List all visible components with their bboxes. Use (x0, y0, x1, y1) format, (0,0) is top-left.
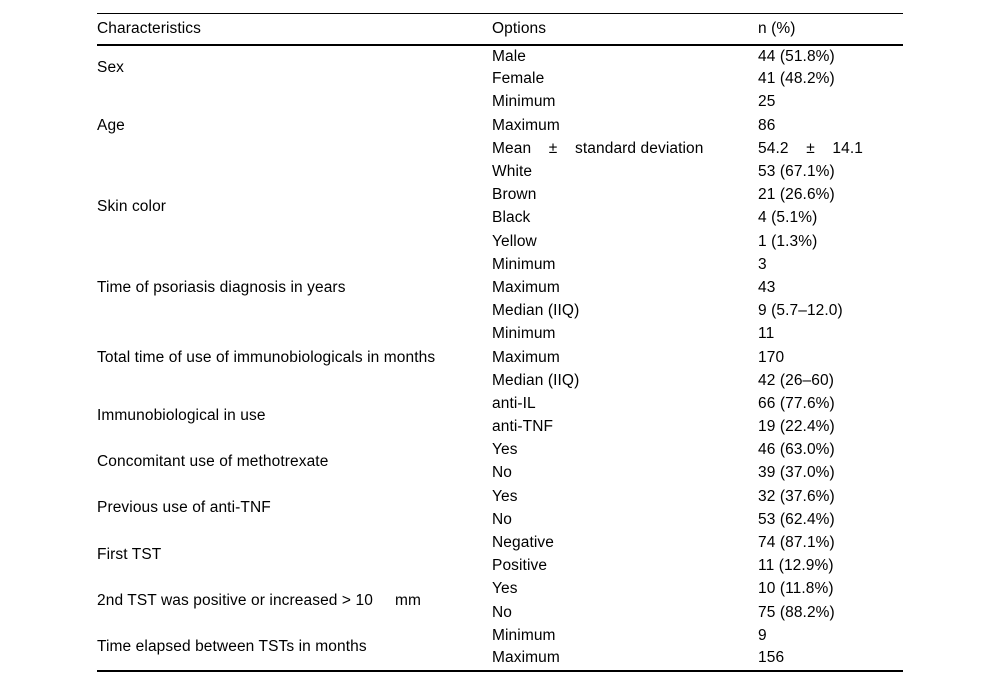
characteristic-cell: Previous use of anti-TNF (97, 499, 271, 517)
value-cell: 3 (758, 255, 767, 273)
table-row: Female 41 (48.2%) (97, 68, 903, 91)
value-cell: 21 (26.6%) (758, 186, 835, 204)
value-cell: 9 (758, 626, 767, 644)
option-cell: Yes (492, 580, 518, 598)
col-header-options: Options (492, 13, 758, 46)
table-row: Median (IIQ) 42 (26–60) (97, 369, 903, 392)
characteristic-cell: Time of psoriasis diagnosis in years (97, 278, 346, 296)
value-cell: 4 (5.1%) (758, 209, 818, 227)
option-cell: White (492, 163, 533, 181)
option-cell: Median (IIQ) (492, 302, 580, 320)
table-row: Maximum 86 (97, 114, 903, 137)
table-row: No 75 (88.2%) (97, 601, 903, 624)
table-row: Median (IIQ) 9 (5.7–12.0) (97, 300, 903, 323)
header-row: Characteristics Options n (%) (97, 13, 903, 46)
table-row: First TST Negative 74 (87.1%) (97, 531, 903, 563)
option-cell: Brown (492, 186, 537, 204)
table-body: Sex Male 44 (51.8%) Female 41 (48.2%) Age Mini… (97, 45, 903, 671)
value-cell: 86 (758, 116, 776, 134)
table-row: anti-TNF 19 (22.4%) (97, 416, 903, 439)
table-row: Yellow 1 (1.3%) (97, 230, 903, 253)
characteristic-cell: Sex (97, 59, 125, 77)
value-cell: 19 (22.4%) (758, 418, 835, 436)
value-cell: 11 (758, 325, 775, 343)
characteristic-cell: Age (97, 116, 125, 134)
value-cell: 53 (62.4%) (758, 510, 835, 528)
option-cell: Female (492, 70, 545, 88)
option-cell: Minimum (492, 93, 556, 111)
option-cell: Maximum (492, 278, 560, 296)
table-row: Black 4 (5.1%) (97, 207, 903, 230)
table-row: Sex Male 44 (51.8%) (97, 45, 903, 77)
value-cell: 41 (48.2%) (758, 70, 835, 88)
table-row: No 39 (37.0%) (97, 462, 903, 485)
value-cell: 9 (5.7–12.0) (758, 302, 843, 320)
option-cell: Yellow (492, 232, 537, 250)
table-row: Positive 11 (12.9%) (97, 555, 903, 578)
table-row: Concomitant use of methotrexate Yes 46 (63… (97, 439, 903, 470)
option-cell: Minimum (492, 325, 556, 343)
table-row: Maximum 170 (97, 346, 903, 369)
value-cell: 10 (11.8%) (758, 580, 834, 598)
option-cell: anti-TNF (492, 418, 554, 436)
value-cell: 11 (12.9%) (758, 557, 834, 575)
option-cell: Maximum (492, 348, 560, 366)
characteristic-cell: First TST (97, 545, 162, 563)
option-cell: Minimum (492, 626, 556, 644)
value-cell: 156 (758, 649, 785, 667)
option-cell: Black (492, 209, 531, 227)
table-row: Maximum 156 (97, 647, 903, 670)
value-cell: 32 (37.6%) (758, 487, 835, 505)
characteristic-cell: Total time of use of immunobiologicals i… (97, 348, 436, 366)
table-row: Time elapsed between TSTs in months Minim… (97, 624, 903, 655)
value-cell: 75 (88.2%) (758, 603, 835, 621)
table-row: Total time of use of immunobiologicals i… (97, 323, 903, 365)
option-cell: Minimum (492, 255, 556, 273)
value-cell: 74 (87.1%) (758, 534, 835, 552)
option-cell: Median (IIQ) (492, 371, 580, 389)
value-cell: 1 (1.3%) (758, 232, 818, 250)
table-row: Time of psoriasis diagnosis in years Mini… (97, 253, 903, 296)
option-cell: No (492, 464, 513, 482)
option-cell: anti-IL (492, 394, 536, 412)
option-cell: Maximum (492, 649, 560, 667)
table-row: No 53 (62.4%) (97, 508, 903, 531)
option-cell: Mean ± standard deviation (492, 139, 704, 157)
option-cell: Negative (492, 534, 554, 552)
col-header-characteristics: Characteristics (97, 13, 492, 46)
value-cell: 39 (37.0%) (758, 464, 835, 482)
value-cell: 46 (63.0%) (758, 441, 835, 459)
table-row: Mean ± standard deviation 54.2 ± 14.1 (97, 137, 903, 160)
option-cell: No (492, 510, 513, 528)
option-cell: Yes (492, 441, 518, 459)
characteristics-table: Characteristics Options n (%) Sex Male 44 … (97, 13, 903, 672)
table-row: 2nd TST was positive or increased > 10 m… (97, 578, 903, 609)
option-cell: No (492, 603, 513, 621)
option-cell: Positive (492, 557, 548, 575)
characteristic-cell: Concomitant use of methotrexate (97, 452, 329, 470)
col-header-n-percent: n (%) (758, 13, 903, 46)
table-row: Maximum 43 (97, 276, 903, 299)
table-row: Skin color White 53 (67.1%) (97, 160, 903, 215)
value-cell: 42 (26–60) (758, 371, 834, 389)
characteristic-cell: Skin color (97, 197, 167, 215)
option-cell: Maximum (492, 116, 560, 134)
value-cell: 54.2 ± 14.1 (758, 139, 863, 157)
table-row: Brown 21 (26.6%) (97, 184, 903, 207)
value-cell: 53 (67.1%) (758, 163, 835, 181)
value-cell: 44 (51.8%) (758, 47, 835, 65)
option-cell: Yes (492, 487, 518, 505)
table-row: Previous use of anti-TNF Yes 32 (37.6%) (97, 485, 903, 517)
value-cell: 25 (758, 93, 776, 111)
option-cell: Male (492, 47, 526, 65)
table-row: Immunobiological in use anti-IL 66 (77.6%) (97, 392, 903, 424)
characteristic-cell: Time elapsed between TSTs in months (97, 637, 367, 655)
value-cell: 43 (758, 278, 776, 296)
table-row: Age Minimum 25 (97, 91, 903, 133)
characteristic-cell: 2nd TST was positive or increased > 10 m… (97, 592, 421, 609)
value-cell: 66 (77.6%) (758, 394, 835, 412)
value-cell: 170 (758, 348, 785, 366)
characteristic-cell: Immunobiological in use (97, 406, 266, 424)
